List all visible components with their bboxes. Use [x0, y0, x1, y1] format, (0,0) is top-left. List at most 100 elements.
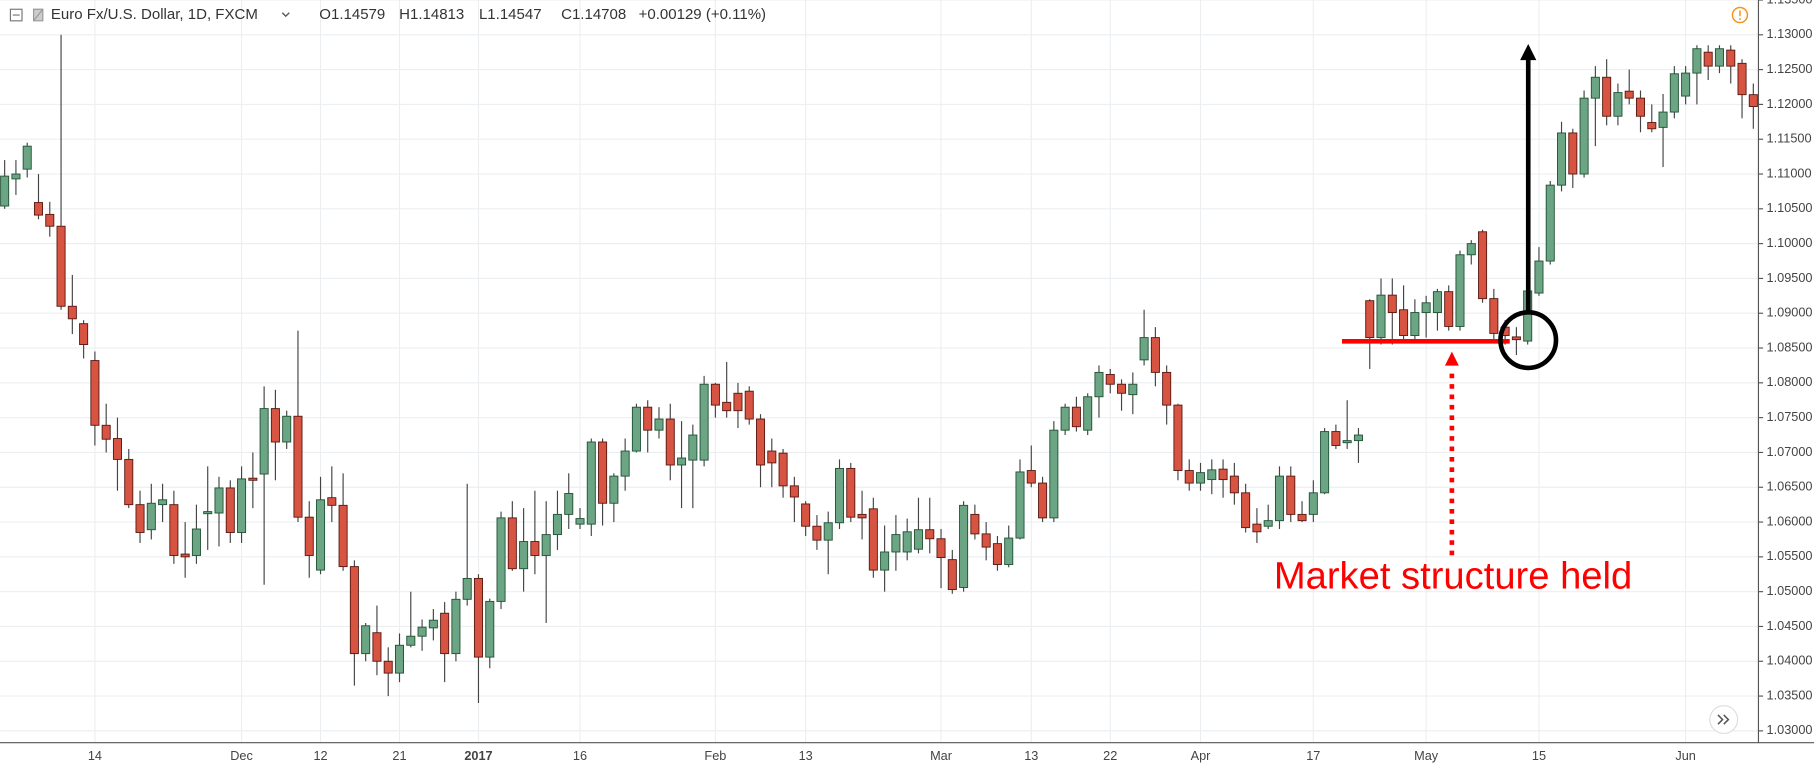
- candle-body: [1545, 184, 1555, 262]
- candle-body: [1308, 492, 1318, 515]
- candle-body: [654, 418, 664, 431]
- candle-body: [868, 508, 878, 571]
- y-tick-label: 1.06000: [1767, 513, 1813, 528]
- collapse-icon[interactable]: [9, 8, 23, 22]
- annotation: Market structure held: [1274, 555, 1632, 598]
- candle-body: [564, 493, 574, 515]
- candle-body: [1455, 254, 1465, 327]
- candle-body: [225, 487, 235, 533]
- candle-body: [541, 534, 551, 556]
- candle-body: [0, 175, 10, 207]
- candle-body: [1703, 51, 1713, 67]
- candle-body: [496, 517, 506, 602]
- y-tick-label: 1.05000: [1767, 583, 1813, 598]
- candle-body: [1139, 337, 1149, 361]
- candle-body: [598, 441, 608, 504]
- y-tick-label: 1.13500: [1767, 0, 1813, 6]
- candle-body: [440, 612, 450, 655]
- candle-body: [1365, 300, 1375, 339]
- candle-body: [1117, 383, 1127, 394]
- candle-body: [1511, 336, 1521, 341]
- x-tick-label: 22: [1103, 748, 1117, 763]
- x-tick-label: Apr: [1191, 748, 1212, 763]
- candle-body: [1162, 371, 1172, 406]
- candle-body: [1444, 291, 1454, 327]
- red-arrow-head: [1444, 351, 1459, 366]
- y-tick-label: 1.08000: [1767, 374, 1813, 389]
- price-axis: 1.03000 1.03500 1.04000 1.04500 1.05000 1.055…: [1758, 0, 1813, 737]
- candle-body: [1534, 260, 1544, 294]
- candle-body: [372, 632, 382, 662]
- candle-body: [1681, 72, 1691, 97]
- candle-body: [1252, 523, 1262, 533]
- symbol-icon: [32, 8, 44, 22]
- candle-body: [282, 415, 292, 443]
- candle-body: [620, 450, 630, 477]
- scroll-button[interactable]: [1709, 705, 1739, 735]
- candle-body: [1714, 48, 1724, 67]
- x-tick-label: Dec: [230, 748, 253, 763]
- candle-body: [1353, 434, 1363, 442]
- candle-body: [1083, 396, 1093, 431]
- candle-body: [1669, 73, 1679, 113]
- candle-body: [462, 577, 472, 600]
- candle-body: [756, 418, 766, 466]
- candle-body: [992, 543, 1002, 565]
- ohlc-high: H1.14813: [399, 6, 464, 23]
- warning-icon[interactable]: [1731, 6, 1749, 24]
- candle-body: [1692, 48, 1702, 74]
- candle-body: [767, 450, 777, 464]
- candle-body: [1579, 97, 1589, 175]
- ohlc-close: C1.14708: [561, 6, 626, 23]
- candle-body: [1128, 383, 1138, 396]
- candle-body: [801, 503, 811, 527]
- y-tick-label: 1.10000: [1767, 235, 1813, 250]
- candle-body: [1150, 337, 1160, 373]
- candle-body: [338, 504, 348, 568]
- candle-body: [1071, 406, 1081, 428]
- candle-body: [1635, 97, 1646, 117]
- candle-body: [1489, 298, 1499, 334]
- candle-body: [146, 502, 156, 531]
- candle-body: [1241, 492, 1251, 529]
- candle-body: [259, 408, 269, 475]
- candle-body: [677, 457, 687, 466]
- y-tick-label: 1.03500: [1767, 687, 1813, 702]
- x-tick-label: 13: [1024, 748, 1038, 763]
- candle-body: [33, 202, 44, 216]
- candle-body: [1218, 468, 1228, 481]
- candle-body: [778, 452, 788, 487]
- candle-body: [1726, 49, 1736, 67]
- candle-body: [722, 401, 732, 412]
- candle-body: [857, 513, 867, 519]
- candle-body: [609, 475, 619, 504]
- x-tick-label: 2017: [464, 748, 492, 763]
- candle-body: [575, 518, 585, 525]
- candle-body: [1049, 429, 1059, 519]
- candle-body: [203, 511, 213, 515]
- candle-body: [1026, 470, 1036, 484]
- candle-body: [1748, 94, 1758, 107]
- candle-body: [135, 504, 145, 533]
- candle-body: [586, 441, 596, 525]
- candle-body: [913, 529, 923, 550]
- candle-body: [643, 406, 653, 431]
- candle-body: [789, 485, 799, 498]
- symbol-dropdown[interactable]: [281, 12, 290, 18]
- candle-body: [812, 525, 822, 541]
- candle-body: [1613, 92, 1623, 117]
- candle-body: [981, 533, 991, 548]
- candle-body: [1376, 294, 1386, 339]
- candle-body: [1602, 76, 1612, 117]
- candle-body: [1015, 471, 1025, 539]
- y-tick-label: 1.10500: [1767, 200, 1813, 215]
- x-tick-label: Feb: [704, 748, 726, 763]
- symbol[interactable]: Euro Fx/U.S. Dollar, 1D, FXCM: [51, 6, 258, 23]
- candle-body: [1173, 404, 1183, 472]
- candle-body: [507, 517, 517, 570]
- x-tick-label: 14: [88, 748, 102, 763]
- candle-body: [45, 213, 55, 227]
- x-tick-label: 13: [799, 748, 813, 763]
